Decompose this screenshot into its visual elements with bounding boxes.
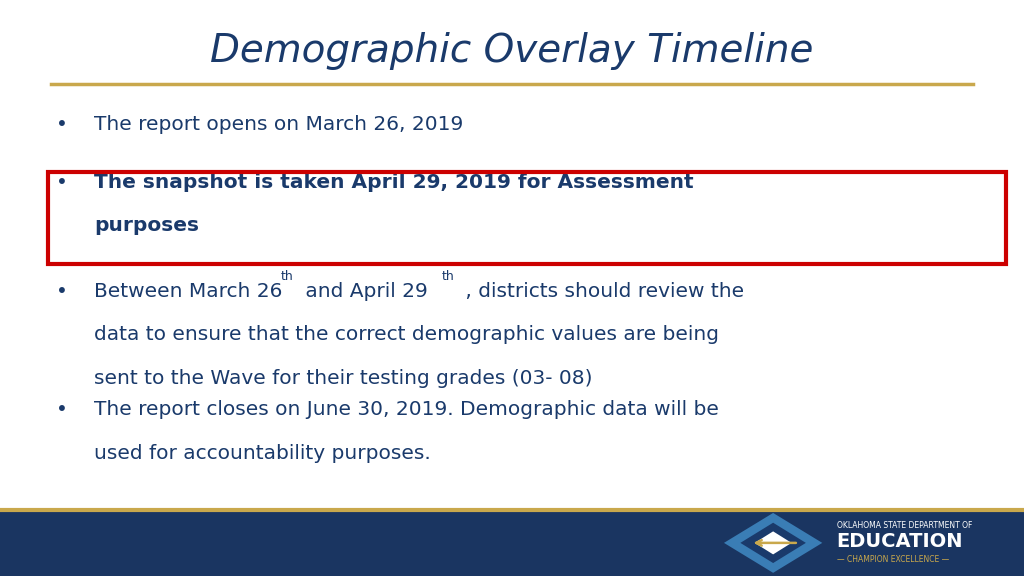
Polygon shape [740,523,806,563]
Text: and April 29: and April 29 [299,282,428,301]
Text: •: • [56,115,69,134]
Text: th: th [441,270,454,283]
Bar [0,510,1024,576]
Text: purposes: purposes [94,216,200,235]
Text: OKLAHOMA STATE DEPARTMENT OF: OKLAHOMA STATE DEPARTMENT OF [837,521,972,530]
Text: EDUCATION: EDUCATION [837,532,964,551]
Text: Demographic Overlay Timeline: Demographic Overlay Timeline [210,32,814,70]
Polygon shape [724,513,822,573]
Text: — CHAMPION EXCELLENCE —: — CHAMPION EXCELLENCE — [837,555,949,563]
Text: Between March 26: Between March 26 [94,282,283,301]
Text: used for accountability purposes.: used for accountability purposes. [94,444,431,463]
Text: The report opens on March 26, 2019: The report opens on March 26, 2019 [94,115,464,134]
Text: th: th [281,270,293,283]
Text: data to ensure that the correct demographic values are being: data to ensure that the correct demograp… [94,325,719,344]
Polygon shape [755,531,792,554]
Text: The report closes on June 30, 2019. Demographic data will be: The report closes on June 30, 2019. Demo… [94,400,719,419]
Text: , districts should review the: , districts should review the [459,282,743,301]
Text: •: • [56,282,69,301]
Text: •: • [56,400,69,419]
Text: The snapshot is taken April 29, 2019 for Assessment: The snapshot is taken April 29, 2019 for… [94,173,694,192]
Text: sent to the Wave for their testing grades (03- 08): sent to the Wave for their testing grade… [94,369,593,388]
Text: •: • [56,173,69,192]
